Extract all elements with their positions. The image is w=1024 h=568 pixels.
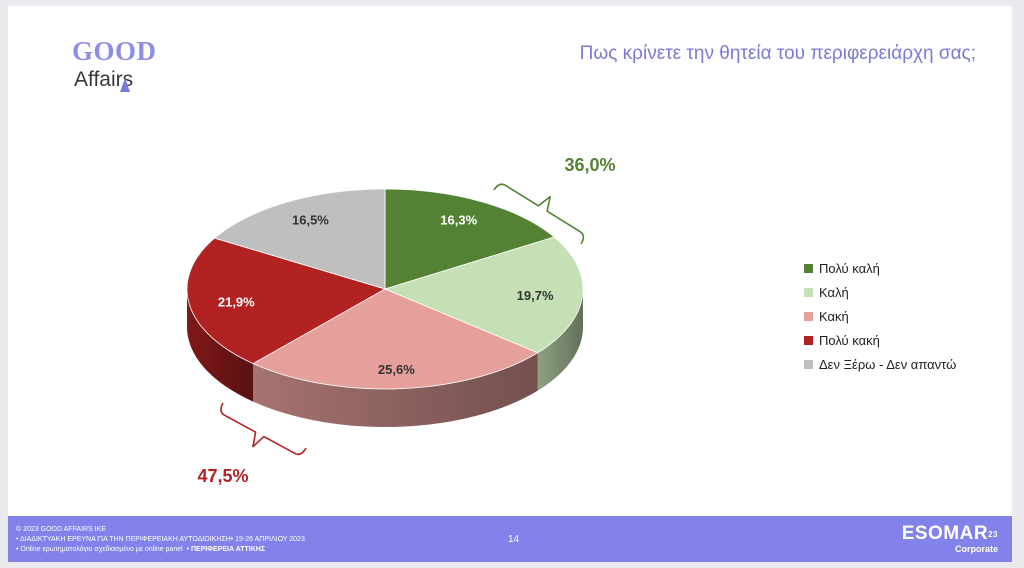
footer-method-line: • Online ερωτηματολόγιο σχεδιασμένο με o…	[16, 545, 305, 555]
pie-slice-label: 16,5%	[292, 213, 329, 228]
page-number: 14	[508, 534, 520, 545]
group-total-label: 36,0%	[564, 155, 615, 175]
pie-slice-label: 19,7%	[517, 288, 554, 303]
esomar-wordmark: ESOMAR	[901, 523, 989, 544]
pie-slice-label: 21,9%	[218, 294, 255, 309]
legend-label: Καλή	[819, 284, 849, 300]
pie-chart: 16,3% 19,7% 25,6% 21,9% 16,5% 36,0% 47,5%	[186, 155, 616, 486]
slide: GOOD Affairs Πως κρίνετε την θητεία του …	[8, 6, 1012, 562]
footer-copyright: © 2023 GOOD AFFAIRS IKE	[16, 526, 106, 533]
esomar-subtitle: Corporate	[954, 544, 998, 554]
legend-label: Δεν Ξέρω - Δεν απαντώ	[819, 356, 957, 372]
legend-label: Κακή	[819, 308, 849, 324]
legend-swatch	[804, 335, 813, 345]
logo-wordmark-good: GOOD	[72, 36, 157, 66]
pie-slice	[252, 288, 539, 390]
footer-notes: © 2023 GOOD AFFAIRS IKE • ΔΙΑΔΙΚΤΥΑΚΗ ΕΡ…	[16, 525, 305, 555]
pie-slice	[213, 188, 386, 290]
legend-swatch	[804, 263, 813, 273]
pie-slice-side	[187, 289, 254, 402]
slide-title: Πως κρίνετε την θητεία του περιφερειάρχη…	[579, 43, 976, 64]
legend-item: Δεν Ξέρω - Δεν απαντώ	[804, 352, 956, 376]
pie-slice-label: 25,6%	[378, 362, 415, 377]
pie-slice-label: 16,3%	[440, 212, 477, 227]
group-bracket	[493, 183, 585, 245]
legend-item: Καλή	[804, 280, 956, 304]
footer-bar: © 2023 GOOD AFFAIRS IKE • ΔΙΑΔΙΚΤΥΑΚΗ ΕΡ…	[8, 516, 1012, 562]
esomar-year: 23	[988, 530, 998, 539]
logo-wordmark-affairs: Affairs	[74, 68, 134, 91]
pie-slice	[384, 188, 555, 290]
pie-slice-side	[253, 352, 538, 427]
chart-legend: Πολύ καλή Καλή Κακή Πολύ κακή Δεν Ξέρω - Δεν…	[804, 256, 956, 376]
legend-swatch	[804, 311, 813, 321]
legend-swatch	[804, 287, 813, 297]
esomar-logo: ESOMAR23 Corporate	[901, 523, 998, 555]
legend-item: Κακή	[804, 304, 956, 328]
footer-region: • ΠΕΡΙΦΕΡΕΙΑ ΑΤΤΙΚΗΣ	[186, 546, 266, 553]
pie-slice	[383, 236, 584, 354]
pie-slice	[186, 237, 387, 365]
group-bracket	[220, 402, 307, 456]
legend-item: Πολύ κακή	[804, 328, 956, 352]
legend-label: Πολύ κακή	[819, 332, 880, 348]
legend-swatch	[804, 359, 813, 369]
logo-triangle-icon	[120, 78, 130, 92]
legend-item: Πολύ καλή	[804, 256, 956, 280]
good-affairs-logo: GOOD Affairs	[72, 34, 192, 104]
pie-slice-side	[537, 289, 583, 391]
legend-label: Πολύ καλή	[819, 260, 880, 276]
footer-method: • Online ερωτηματολόγιο σχεδιασμένο με o…	[16, 546, 183, 553]
footer-survey-info: • ΔΙΑΔΙΚΤΥΑΚΗ ΕΡΕΥΝΑ ΓΙΑ ΤΗΝ ΠΕΡΙΦΕΡΕΙΑΚ…	[16, 536, 305, 543]
group-total-label: 47,5%	[197, 466, 248, 486]
